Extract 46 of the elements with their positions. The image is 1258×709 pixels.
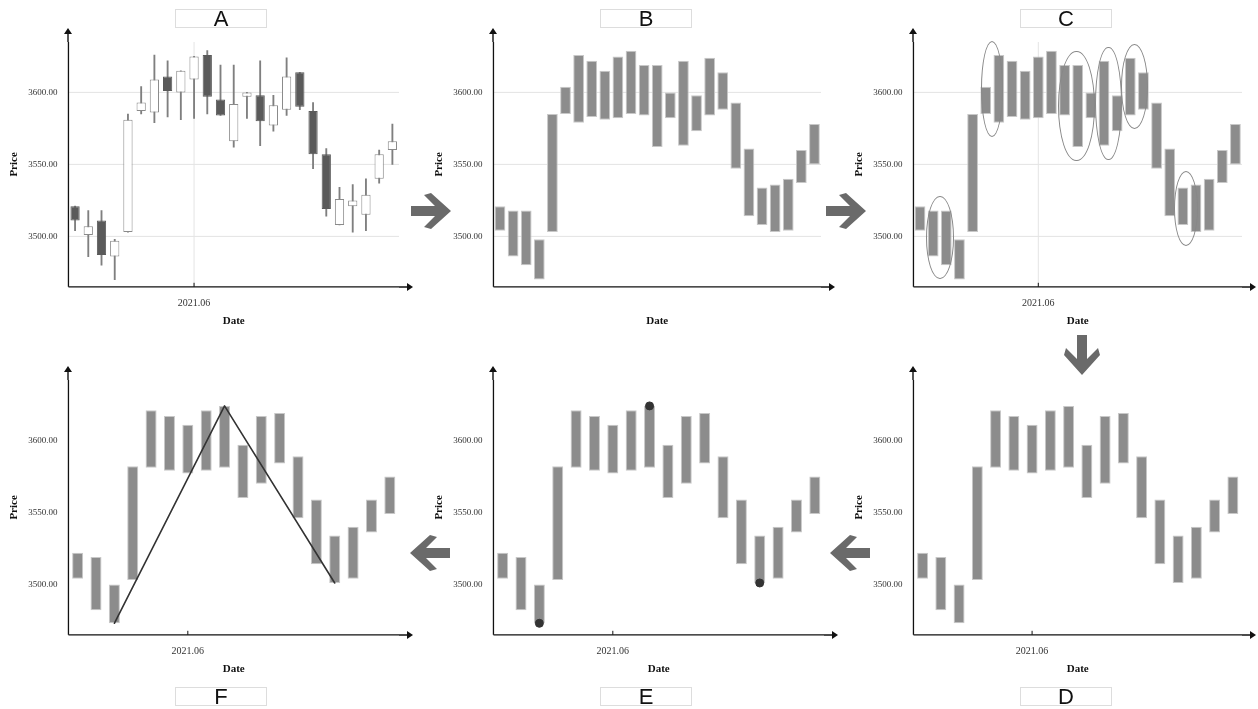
y-axis-title: Price <box>852 495 865 520</box>
y-axis-title: Price <box>7 152 20 177</box>
point <box>534 618 544 628</box>
y-tick-label: 3600.00 <box>28 434 58 445</box>
y-tick-label: 3500.00 <box>453 578 483 589</box>
y-tick-label: 3600.00 <box>873 434 903 445</box>
x-axis-title: Date <box>1066 662 1089 675</box>
x-tick-label: 2021.06 <box>1015 645 1049 657</box>
y-tick-label: 3500.00 <box>28 230 58 241</box>
y-tick-label: 3500.00 <box>873 230 903 241</box>
text: E <box>600 684 692 709</box>
y-axis-title: Price <box>7 495 20 520</box>
y-tick-label: 3600.00 <box>453 434 483 445</box>
y-axis-title: Price <box>852 152 865 177</box>
x-tick-label: 2021.06 <box>171 645 205 657</box>
chart-title: C <box>1020 6 1112 31</box>
y-tick-label: 3550.00 <box>873 506 903 517</box>
x-axis-title: Date <box>222 662 245 675</box>
x-axis-title: Date <box>1066 314 1089 327</box>
y-axis-title: Price <box>432 495 445 520</box>
y-tick-label: 3550.00 <box>873 158 903 169</box>
x-tick-label: 2021.06 <box>596 645 630 657</box>
chart-title: B <box>600 6 692 31</box>
y-axis-title: Price <box>432 152 445 177</box>
x-axis-title: Date <box>646 314 669 327</box>
text: D <box>1020 684 1112 709</box>
y-tick-label: 3600.00 <box>28 86 58 97</box>
y-tick-label: 3500.00 <box>28 578 58 589</box>
y-tick-label: 3600.00 <box>453 86 483 97</box>
y-tick-label: 3550.00 <box>453 158 483 169</box>
y-tick-label: 3550.00 <box>28 158 58 169</box>
y-tick-label: 3550.00 <box>453 506 483 517</box>
x-axis-title: Date <box>222 314 245 327</box>
y-tick-label: 3500.00 <box>453 230 483 241</box>
text: F <box>175 684 267 709</box>
y-tick-label: 3500.00 <box>873 578 903 589</box>
point <box>645 401 655 411</box>
point <box>755 578 765 588</box>
y-tick-label: 3550.00 <box>28 506 58 517</box>
candlestick <box>348 184 358 233</box>
x-tick-label: 2021.06 <box>1022 297 1055 309</box>
candlestick <box>242 92 252 119</box>
chart-title: A <box>175 6 267 31</box>
x-axis-title: Date <box>647 662 670 675</box>
x-tick-label: 2021.06 <box>177 297 211 309</box>
y-tick-label: 3600.00 <box>873 86 903 97</box>
